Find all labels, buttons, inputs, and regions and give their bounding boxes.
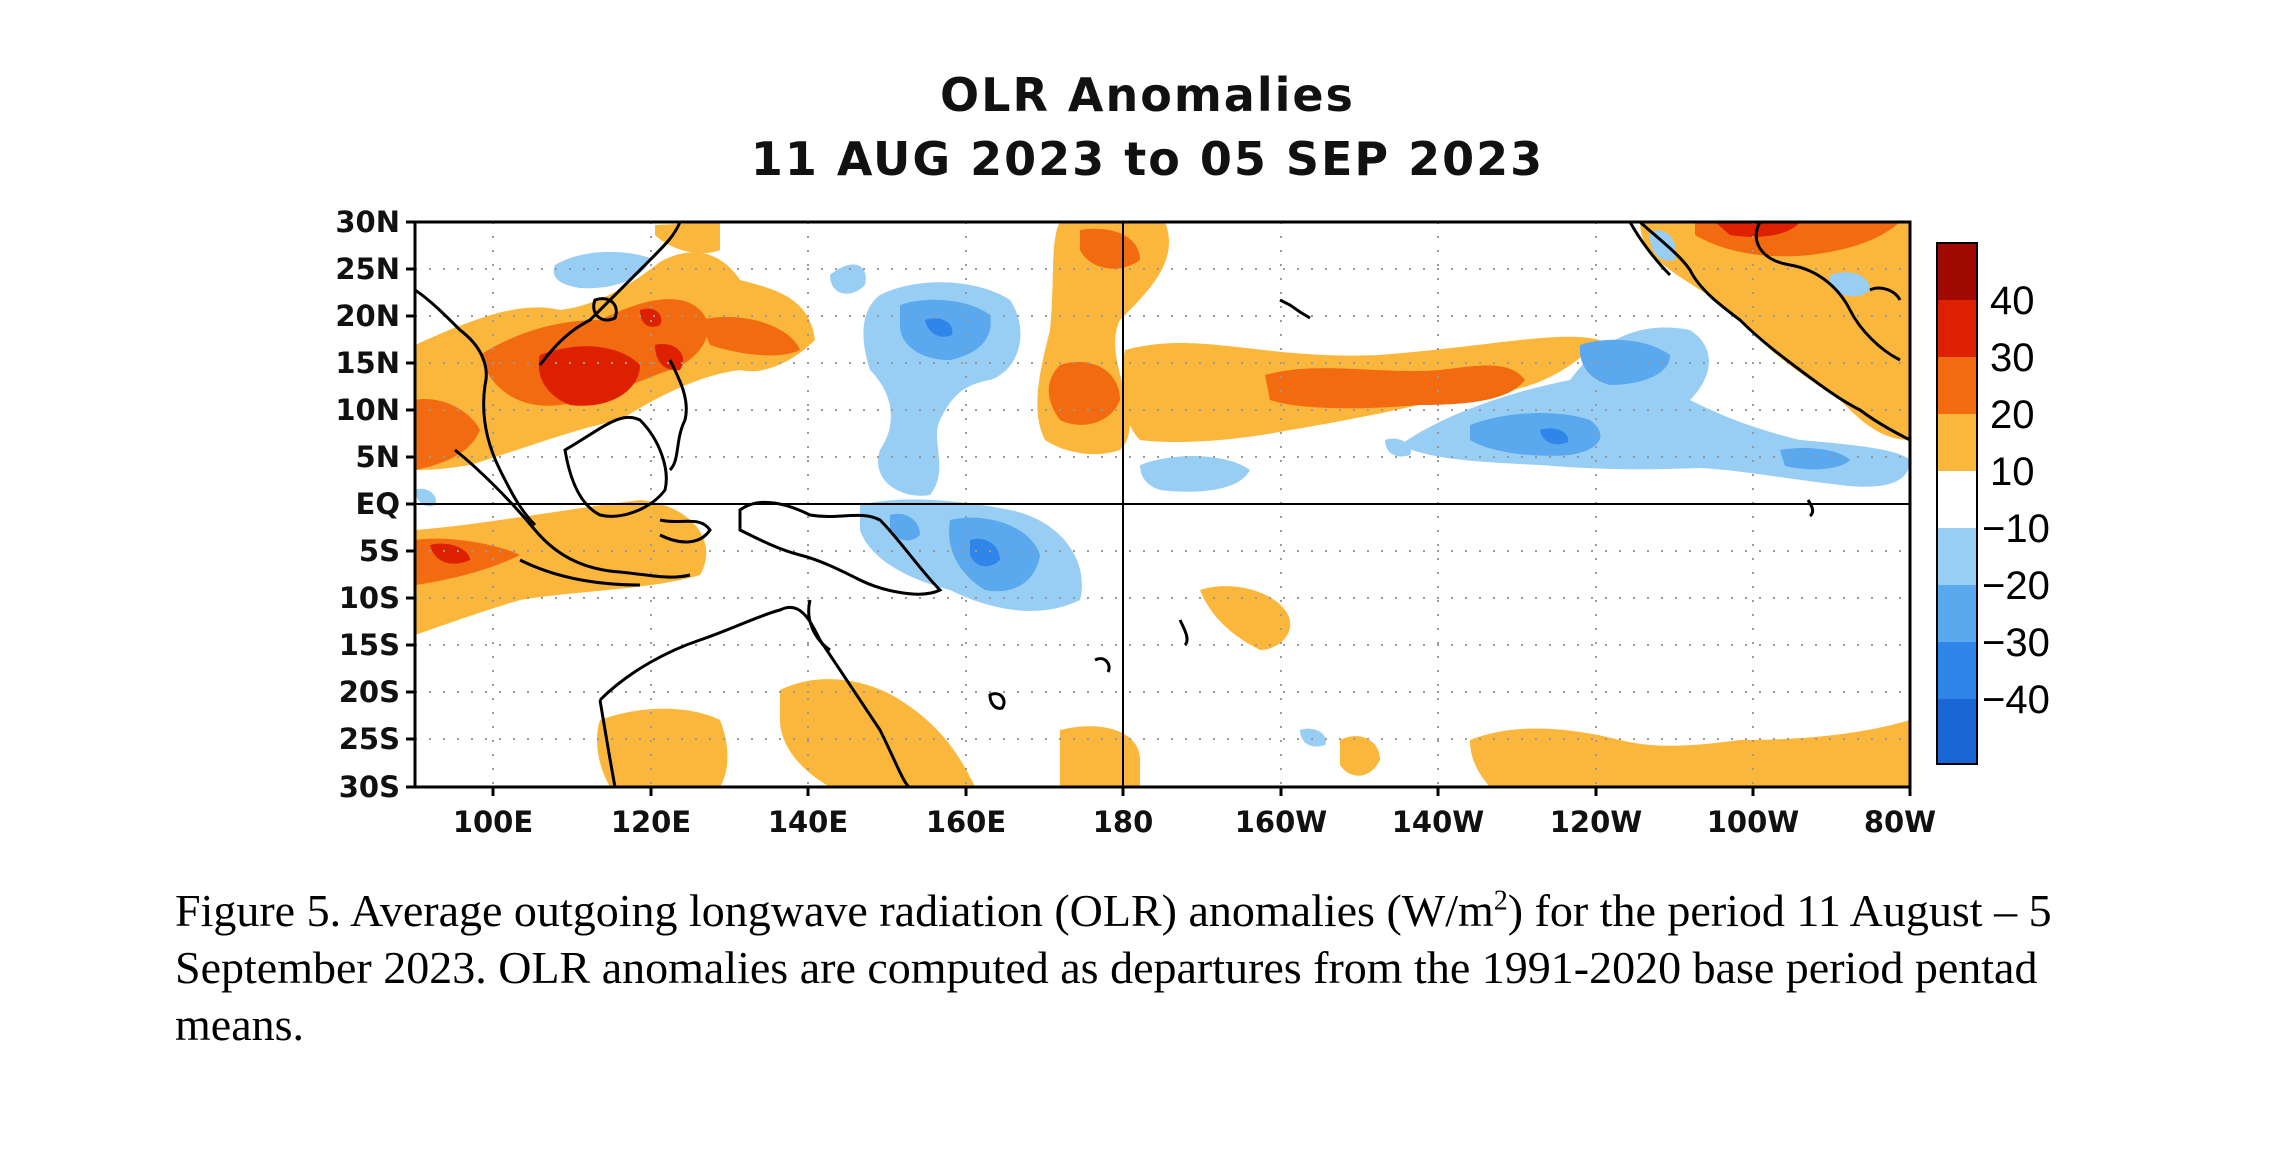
axis-ticks [406, 220, 1912, 796]
lon-label: 140W [1392, 805, 1485, 839]
lat-label: 5S [359, 534, 400, 568]
lon-label: 140E [768, 805, 848, 839]
lat-label: 10N [335, 393, 400, 427]
caption-text: Figure 5. Average outgoing longwave radi… [175, 885, 1494, 936]
figure-caption: Figure 5. Average outgoing longwave radi… [175, 882, 2135, 1053]
lat-label: 30N [335, 205, 400, 239]
colorbar-label: −30 [1982, 621, 2050, 665]
colorbar-label: 20 [1990, 393, 2035, 437]
lon-label: 180 [1093, 805, 1154, 839]
colorbar-frame [1936, 242, 1978, 765]
coastlines [415, 222, 1910, 787]
lat-label: 10S [339, 581, 400, 615]
lat-label: 25N [335, 252, 400, 286]
lon-label: 120E [611, 805, 691, 839]
colorbar-swatch [1937, 528, 1977, 585]
map-date-range: 11 AUG 2023 to 05 SEP 2023 [750, 132, 1545, 186]
latitude-labels: 30N 25N 20N 15N 10N 5N EQ 5S 10S 15S 20S… [335, 205, 400, 804]
anomaly-field [415, 222, 1910, 787]
lon-label: 160E [926, 805, 1006, 839]
lat-label: 20S [339, 675, 400, 709]
lat-label: 15S [339, 628, 400, 662]
colorbar-swatch [1937, 243, 1977, 300]
lon-label: 80W [1864, 805, 1936, 839]
colorbar-labels: 40 30 20 10 −10 −20 −30 −40 [1982, 279, 2050, 722]
map-title: OLR Anomalies [940, 68, 1355, 122]
lon-label: 100E [453, 805, 533, 839]
colorbar: 40 30 20 10 −10 −20 −30 −40 [1936, 242, 2050, 765]
lon-label: 160W [1235, 805, 1328, 839]
lat-label: 15N [335, 346, 400, 380]
caption-superscript: 2 [1493, 885, 1508, 917]
caption-text-cont: ) for the period 11 August – 5 September… [175, 885, 2052, 1050]
reference-lines [415, 222, 1910, 787]
colorbar-label: −40 [1982, 678, 2050, 722]
lon-label: 100W [1707, 805, 1800, 839]
colorbar-swatch [1937, 471, 1977, 528]
lat-label: 5N [356, 440, 400, 474]
lon-label: 120W [1550, 805, 1643, 839]
colorbar-label: −20 [1982, 564, 2050, 608]
colorbar-swatch [1937, 357, 1977, 414]
negative-anomaly-30-40 [925, 318, 1569, 567]
colorbar-label: 40 [1990, 279, 2035, 323]
colorbar-swatch [1937, 585, 1977, 642]
lat-label: 30S [339, 770, 400, 804]
colorbar-label: 10 [1990, 450, 2035, 494]
lat-label: 20N [335, 299, 400, 333]
colorbar-swatch [1937, 642, 1977, 699]
colorbar-swatch [1937, 414, 1977, 471]
lat-label: 25S [339, 722, 400, 756]
colorbar-swatch [1937, 300, 1977, 357]
longitude-labels: 100E 120E 140E 160E 180 160W 140W 120W 1… [453, 805, 1936, 839]
colorbar-label: 30 [1990, 336, 2035, 380]
colorbar-label: −10 [1982, 507, 2050, 551]
colorbar-swatch [1937, 699, 1977, 764]
lat-label: EQ [356, 487, 400, 521]
